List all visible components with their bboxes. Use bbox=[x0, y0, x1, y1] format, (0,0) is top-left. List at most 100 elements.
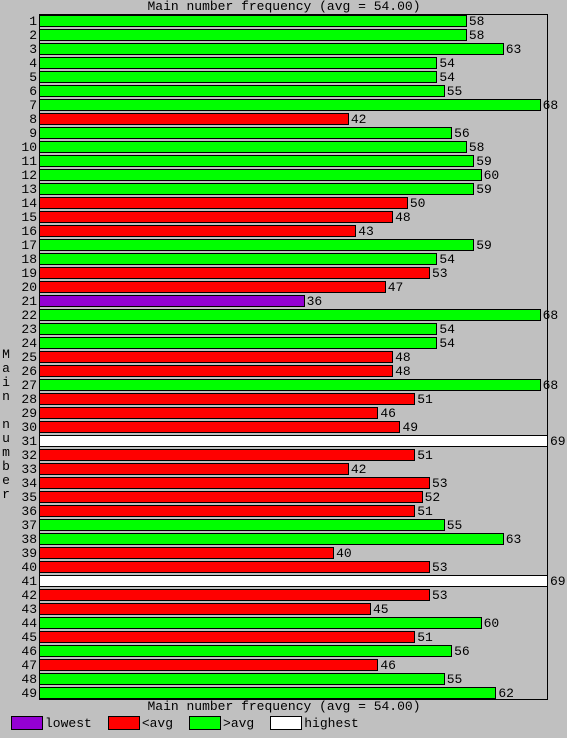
table-row: 2268 bbox=[9, 308, 559, 322]
bar-category: 21 bbox=[9, 294, 39, 309]
bar-rect bbox=[39, 575, 548, 587]
bar-value: 51 bbox=[415, 392, 433, 407]
table-row: 1159 bbox=[9, 154, 559, 168]
bar-rect bbox=[39, 15, 467, 27]
bar-value: 54 bbox=[437, 70, 455, 85]
table-row: 3863 bbox=[9, 532, 559, 546]
bar-category: 25 bbox=[9, 350, 39, 365]
bar-category: 18 bbox=[9, 252, 39, 267]
bar-rect bbox=[39, 113, 349, 125]
bar-rect bbox=[39, 463, 349, 475]
table-row: 1359 bbox=[9, 182, 559, 196]
bar-category: 41 bbox=[9, 574, 39, 589]
bar-category: 2 bbox=[9, 28, 39, 43]
table-row: 768 bbox=[9, 98, 559, 112]
chart-subtitle: Main number frequency (avg = 54.00) bbox=[9, 700, 559, 714]
table-row: 4962 bbox=[9, 686, 559, 700]
table-row: 2946 bbox=[9, 406, 559, 420]
table-row: 2136 bbox=[9, 294, 559, 308]
bar-value: 52 bbox=[423, 490, 441, 505]
bar-rect bbox=[39, 225, 356, 237]
bar-rect bbox=[39, 29, 467, 41]
table-row: 1643 bbox=[9, 224, 559, 238]
bar-rect bbox=[39, 449, 415, 461]
bar-category: 49 bbox=[9, 686, 39, 701]
bar-rect bbox=[39, 365, 393, 377]
bar-value: 54 bbox=[437, 252, 455, 267]
bar-value: 55 bbox=[445, 672, 463, 687]
bar-value: 51 bbox=[415, 504, 433, 519]
bar-value: 60 bbox=[482, 168, 500, 183]
bar-rect bbox=[39, 127, 452, 139]
bar-rect bbox=[39, 57, 437, 69]
bar-category: 46 bbox=[9, 644, 39, 659]
bar-value: 69 bbox=[548, 434, 566, 449]
bar-category: 36 bbox=[9, 504, 39, 519]
bar-rect bbox=[39, 659, 378, 671]
table-row: 3251 bbox=[9, 448, 559, 462]
table-row: 3552 bbox=[9, 490, 559, 504]
bar-rect bbox=[39, 407, 378, 419]
bar-rect bbox=[39, 631, 415, 643]
bar-category: 34 bbox=[9, 476, 39, 491]
table-row: 2548 bbox=[9, 350, 559, 364]
bar-rect bbox=[39, 183, 474, 195]
bar-rect bbox=[39, 211, 393, 223]
chart-container: Main number frequency (avg = 54.00) 1582… bbox=[9, 0, 559, 732]
bar-value: 42 bbox=[349, 462, 367, 477]
bar-category: 45 bbox=[9, 630, 39, 645]
table-row: 3755 bbox=[9, 518, 559, 532]
bar-value: 53 bbox=[430, 266, 448, 281]
bar-rect bbox=[39, 155, 474, 167]
table-row: 2 58 bbox=[9, 28, 559, 42]
legend-swatch bbox=[189, 716, 221, 730]
bar-value: 53 bbox=[430, 476, 448, 491]
bar-value: 58 bbox=[467, 28, 485, 43]
bar-rect bbox=[39, 435, 548, 447]
table-row: 3342 bbox=[9, 462, 559, 476]
bar-category: 31 bbox=[9, 434, 39, 449]
bar-rect bbox=[39, 267, 430, 279]
table-row: 1260 bbox=[9, 168, 559, 182]
table-row: 1854 bbox=[9, 252, 559, 266]
bar-value: 69 bbox=[548, 574, 566, 589]
legend-swatch bbox=[11, 716, 43, 730]
bar-rect bbox=[39, 351, 393, 363]
bar-category: 23 bbox=[9, 322, 39, 337]
table-row: 4746 bbox=[9, 658, 559, 672]
table-row: 454 bbox=[9, 56, 559, 70]
bar-value: 53 bbox=[430, 560, 448, 575]
bar-category: 44 bbox=[9, 616, 39, 631]
bar-value: 63 bbox=[504, 42, 522, 57]
bar-category: 32 bbox=[9, 448, 39, 463]
chart-title: Main number frequency (avg = 54.00) bbox=[9, 0, 559, 14]
bar-rect bbox=[39, 477, 430, 489]
bar-rect bbox=[39, 141, 467, 153]
bar-value: 46 bbox=[378, 406, 396, 421]
bar-value: 58 bbox=[467, 14, 485, 29]
bar-value: 56 bbox=[452, 126, 470, 141]
bar-rect bbox=[39, 421, 400, 433]
bar-value: 60 bbox=[482, 616, 500, 631]
bar-value: 40 bbox=[334, 546, 352, 561]
bar-category: 39 bbox=[9, 546, 39, 561]
bar-value: 54 bbox=[437, 56, 455, 71]
bar-value: 48 bbox=[393, 364, 411, 379]
bar-category: 42 bbox=[9, 588, 39, 603]
legend-label: >avg bbox=[221, 716, 270, 731]
bar-rect bbox=[39, 687, 496, 699]
bar-rect bbox=[39, 547, 334, 559]
bar-category: 26 bbox=[9, 364, 39, 379]
bar-category: 5 bbox=[9, 70, 39, 85]
bar-category: 43 bbox=[9, 602, 39, 617]
table-row: 34 53 bbox=[9, 476, 559, 490]
bar-rect bbox=[39, 309, 541, 321]
bar-value: 50 bbox=[408, 196, 426, 211]
table-row: 158 bbox=[9, 14, 559, 28]
bar-value: 59 bbox=[474, 182, 492, 197]
bar-rect bbox=[39, 603, 371, 615]
bar-value: 46 bbox=[378, 658, 396, 673]
table-row: 4169 bbox=[9, 574, 559, 588]
bar-category: 17 bbox=[9, 238, 39, 253]
bar-rect bbox=[39, 239, 474, 251]
